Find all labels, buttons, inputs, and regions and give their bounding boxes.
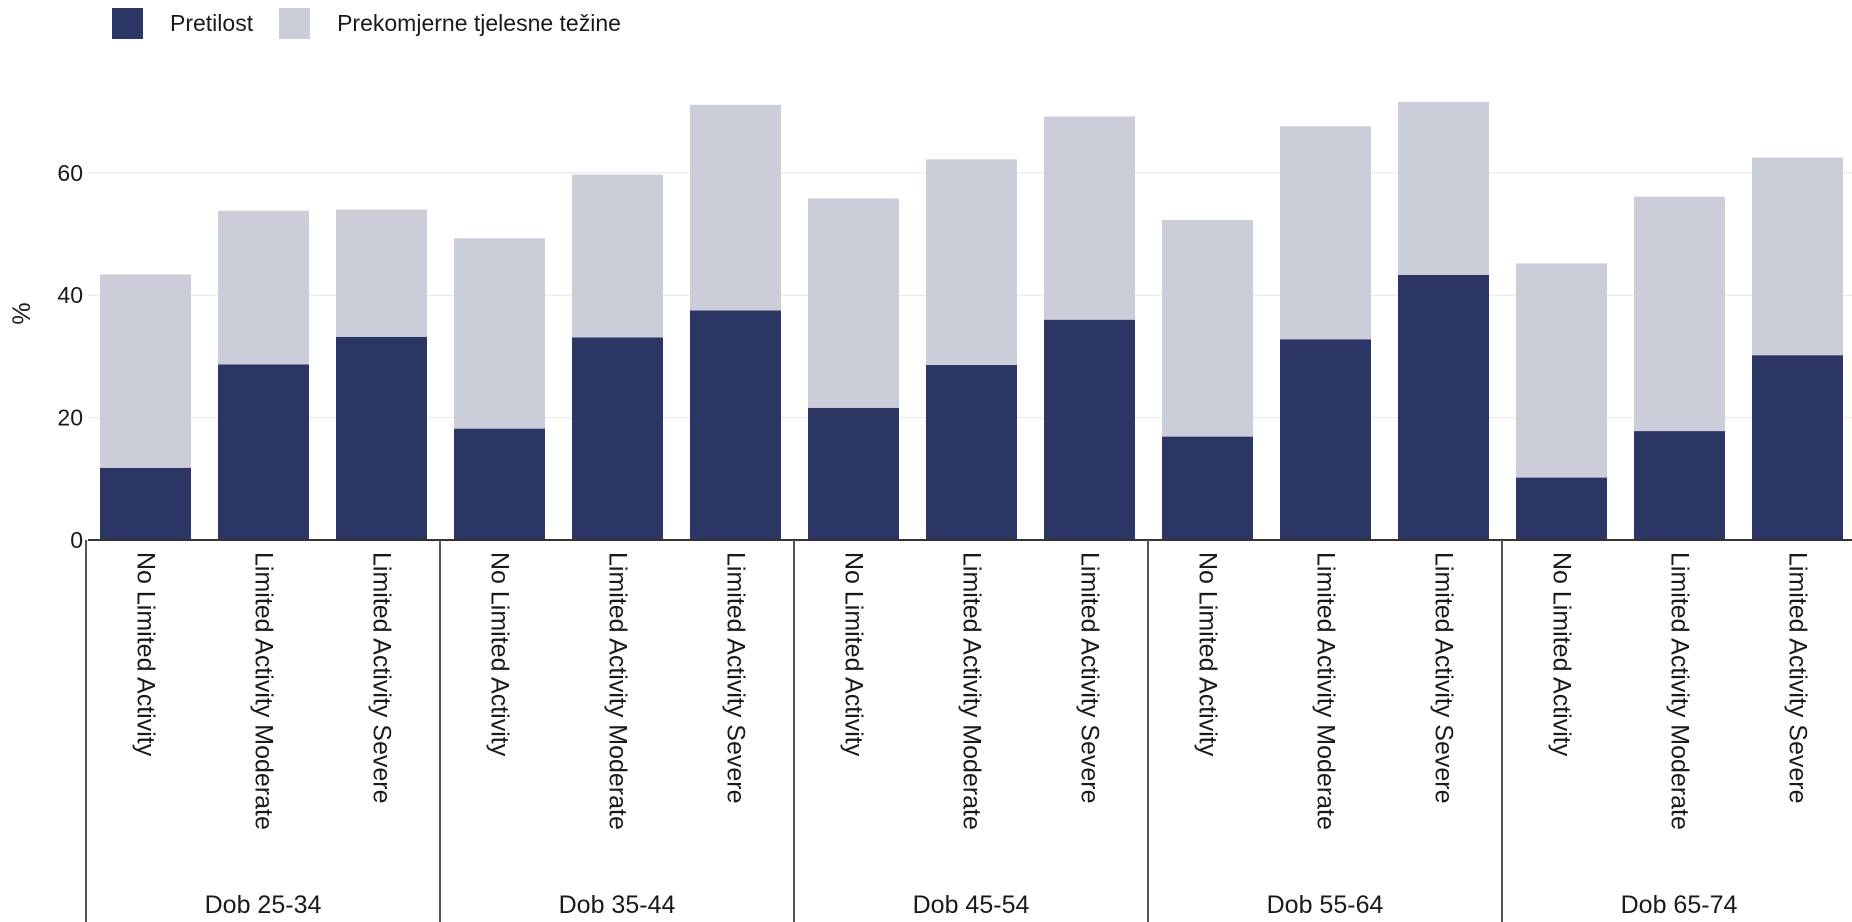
x-tick-label: Limited Activity Moderate [958, 552, 986, 830]
bar-obesity [926, 364, 1017, 540]
chart-legend: Pretilost Prekomjerne tjelesne težine [112, 8, 647, 39]
x-tick-label: Limited Activity Severe [368, 552, 396, 804]
x-tick-label: Limited Activity Severe [722, 552, 750, 804]
y-tick-label: 0 [70, 527, 83, 553]
bar-obesity [1752, 355, 1843, 540]
bar-obesity [808, 407, 899, 540]
bar-obesity [218, 364, 309, 540]
x-tick-label: Limited Activity Severe [1076, 552, 1104, 804]
x-tick-label: Limited Activity Severe [1784, 552, 1812, 804]
x-tick-label: No Limited Activity [132, 552, 160, 757]
legend-swatch-overweight [279, 8, 311, 39]
bar-overweight [1752, 157, 1843, 356]
x-tick-label: No Limited Activity [1194, 552, 1222, 757]
group-label: Dob 45-54 [913, 891, 1030, 919]
legend-label-overweight: Prekomjerne tjelesne težine [337, 10, 621, 36]
bar-obesity [1044, 319, 1135, 540]
x-tick-label: No Limited Activity [486, 552, 514, 757]
bar-obesity [1280, 339, 1371, 540]
bar-overweight [808, 198, 899, 408]
bar-overweight [100, 274, 191, 468]
x-tick-label: Limited Activity Severe [1430, 552, 1458, 804]
group-label: Dob 25-34 [205, 891, 322, 919]
bar-overweight [454, 238, 545, 429]
y-tick-label: 40 [57, 282, 83, 308]
legend-label-obesity: Pretilost [170, 10, 254, 36]
bar-obesity [690, 310, 781, 540]
bar-overweight [1044, 116, 1135, 320]
bar-overweight [1516, 263, 1607, 478]
bar-obesity [454, 428, 545, 540]
bar-overweight [926, 159, 1017, 365]
bar-obesity [100, 467, 191, 540]
bar-obesity [1162, 436, 1253, 540]
bar-overweight [1634, 196, 1725, 432]
bar-overweight [336, 209, 427, 337]
bar-obesity [1634, 431, 1725, 540]
bar-obesity [1516, 477, 1607, 540]
x-tick-label: Limited Activity Moderate [1312, 552, 1340, 830]
x-tick-label: Limited Activity Moderate [1666, 552, 1694, 830]
bar-overweight [1398, 101, 1489, 276]
group-label: Dob 65-74 [1621, 891, 1738, 919]
y-tick-label: 60 [57, 160, 83, 186]
x-tick-label: No Limited Activity [840, 552, 868, 757]
x-tick-label: Limited Activity Moderate [604, 552, 632, 830]
bar-overweight [218, 210, 309, 365]
bar-overweight [1280, 126, 1371, 340]
bar-obesity [572, 337, 663, 540]
bar-overweight [1162, 219, 1253, 437]
legend-item-obesity[interactable]: Pretilost [112, 8, 253, 39]
bar-overweight [572, 174, 663, 338]
x-tick-label: Limited Activity Moderate [250, 552, 278, 830]
y-axis-label: % [8, 302, 36, 324]
bar-obesity [336, 336, 427, 540]
bar-overweight [690, 104, 781, 311]
group-label: Dob 55-64 [1267, 891, 1384, 919]
bar-obesity [1398, 275, 1489, 540]
x-tick-label: No Limited Activity [1548, 552, 1576, 757]
group-label: Dob 35-44 [559, 891, 676, 919]
legend-item-overweight[interactable]: Prekomjerne tjelesne težine [279, 8, 621, 39]
legend-swatch-obesity [112, 8, 143, 39]
y-tick-label: 20 [57, 405, 83, 431]
